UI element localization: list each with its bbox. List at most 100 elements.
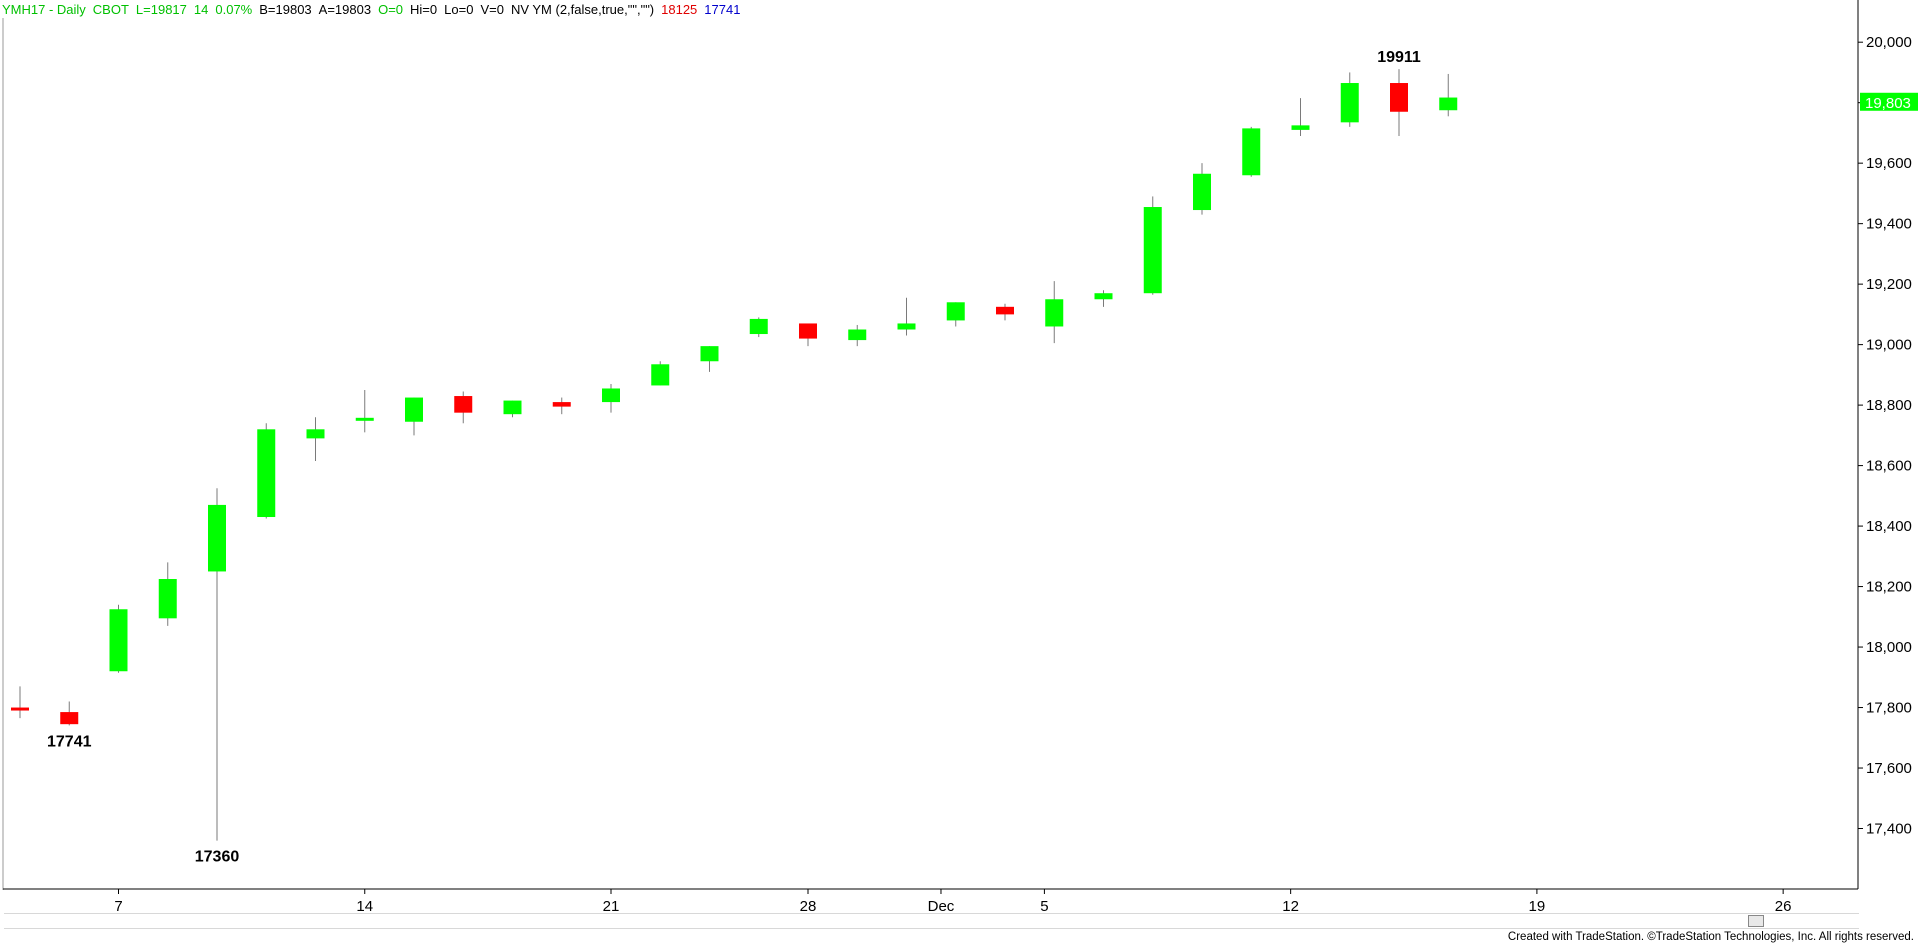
candle bbox=[257, 423, 276, 519]
extreme-annotation: 19911 bbox=[1377, 49, 1421, 66]
credit-footer: Created with TradeStation. ©TradeStation… bbox=[1507, 931, 1914, 943]
candle-body bbox=[11, 707, 29, 711]
candle bbox=[1045, 281, 1064, 344]
candle bbox=[1193, 163, 1211, 215]
candle-body bbox=[700, 346, 719, 362]
last-price-box bbox=[1860, 92, 1918, 111]
y-tick-label: 18,400 bbox=[1866, 518, 1912, 535]
last-price: L=19817 bbox=[135, 2, 187, 17]
y-tick-label: 18,200 bbox=[1866, 579, 1912, 596]
chart-annotations: 17741 17360 19911 bbox=[47, 49, 1421, 866]
candle-body bbox=[257, 429, 276, 518]
candle bbox=[651, 361, 670, 386]
candle-body bbox=[1439, 97, 1458, 111]
extreme-annotation: 17360 bbox=[195, 849, 240, 866]
candle bbox=[405, 397, 423, 436]
candle bbox=[1390, 69, 1408, 136]
x-tick-label: Dec bbox=[928, 898, 955, 915]
candle bbox=[848, 324, 867, 347]
open-value: O=0 bbox=[378, 2, 404, 17]
candle bbox=[897, 297, 916, 336]
y-tick-label: 19,600 bbox=[1866, 155, 1912, 172]
candle bbox=[996, 303, 1014, 321]
low-value: Lo=0 bbox=[444, 2, 474, 17]
candle-body bbox=[355, 417, 374, 421]
candle bbox=[552, 397, 571, 415]
scrollbar-thumb[interactable] bbox=[1748, 915, 1764, 927]
candle bbox=[799, 323, 817, 347]
chart-header: YMH17 - Daily CBOT L=19817 14 0.07% B=19803 A=… bbox=[2, 2, 747, 18]
y-tick-label: 17,400 bbox=[1866, 821, 1912, 838]
bid-value: B=19803 bbox=[259, 2, 312, 17]
candle-body bbox=[1193, 173, 1211, 211]
candle-body bbox=[306, 429, 325, 439]
last-price-text: 19,803 bbox=[1865, 95, 1911, 112]
candle-body bbox=[208, 504, 226, 572]
candle bbox=[1291, 98, 1310, 136]
candle bbox=[158, 562, 177, 626]
horizontal-scrollbar[interactable] bbox=[4, 913, 1859, 929]
x-tick-label: 12 bbox=[1282, 898, 1299, 915]
candle bbox=[355, 389, 374, 433]
candle-body bbox=[799, 323, 817, 339]
candle bbox=[749, 317, 768, 338]
y-tick-label: 17,800 bbox=[1866, 700, 1912, 717]
candle-body bbox=[503, 400, 522, 415]
y-tick-label: 20,000 bbox=[1866, 34, 1912, 51]
net-change: 14 bbox=[193, 2, 209, 17]
y-tick-label: 17,600 bbox=[1866, 760, 1912, 777]
candle-body bbox=[848, 329, 867, 341]
x-tick-label: 28 bbox=[800, 898, 817, 915]
candle bbox=[602, 383, 620, 413]
x-axis: 7 14 21 28 Dec 5 12 19 26 bbox=[114, 889, 1791, 915]
candle-body bbox=[897, 323, 916, 330]
candle bbox=[1439, 73, 1458, 117]
y-tick-label: 19,000 bbox=[1866, 337, 1912, 354]
candle-body bbox=[1242, 128, 1261, 176]
study-value-1: 18125 bbox=[661, 2, 698, 17]
candle bbox=[1242, 126, 1261, 177]
candle bbox=[1340, 72, 1359, 127]
x-tick-label: 21 bbox=[603, 898, 620, 915]
candle bbox=[208, 488, 226, 841]
candle bbox=[1094, 290, 1113, 307]
candle bbox=[11, 686, 29, 719]
candlestick-series bbox=[11, 69, 1458, 841]
candle-body bbox=[109, 609, 128, 672]
last-price-marker: 19,803 bbox=[1860, 92, 1918, 112]
x-tick-label: 19 bbox=[1529, 898, 1546, 915]
candle-body bbox=[1340, 83, 1359, 123]
candle-body bbox=[1390, 83, 1408, 112]
study-label: NV YM (2,false,true,"","") bbox=[510, 2, 655, 17]
candle bbox=[306, 417, 325, 462]
candle-body bbox=[996, 306, 1014, 315]
study-value-2: 17741 bbox=[704, 2, 741, 17]
candle-body bbox=[1094, 293, 1113, 300]
y-tick-label: 18,800 bbox=[1866, 397, 1912, 414]
ask-value: A=19803 bbox=[318, 2, 372, 17]
candle bbox=[700, 346, 719, 372]
candle-body bbox=[651, 364, 670, 386]
volume-value: V=0 bbox=[480, 2, 504, 17]
x-tick-label: 5 bbox=[1040, 898, 1048, 915]
candle-body bbox=[60, 712, 79, 725]
candle bbox=[946, 302, 965, 327]
x-tick-label: 14 bbox=[356, 898, 373, 915]
candle-body bbox=[552, 402, 571, 407]
candle-body bbox=[1143, 207, 1162, 294]
candle-body bbox=[602, 388, 620, 403]
extreme-annotation: 17741 bbox=[47, 733, 92, 750]
x-tick-label: 26 bbox=[1775, 898, 1792, 915]
y-tick-label: 19,200 bbox=[1866, 276, 1912, 293]
symbol-label: YMH17 - Daily bbox=[2, 2, 86, 17]
pct-change: 0.07% bbox=[215, 2, 253, 17]
x-tick-label: 7 bbox=[114, 898, 122, 915]
exchange-label: CBOT bbox=[92, 2, 129, 17]
candle-body bbox=[749, 318, 768, 335]
candle bbox=[1143, 196, 1162, 295]
y-tick-label: 18,600 bbox=[1866, 458, 1912, 475]
candle-body bbox=[1291, 125, 1310, 130]
candle-body bbox=[1045, 299, 1064, 327]
chart-frame bbox=[2, 0, 1859, 890]
